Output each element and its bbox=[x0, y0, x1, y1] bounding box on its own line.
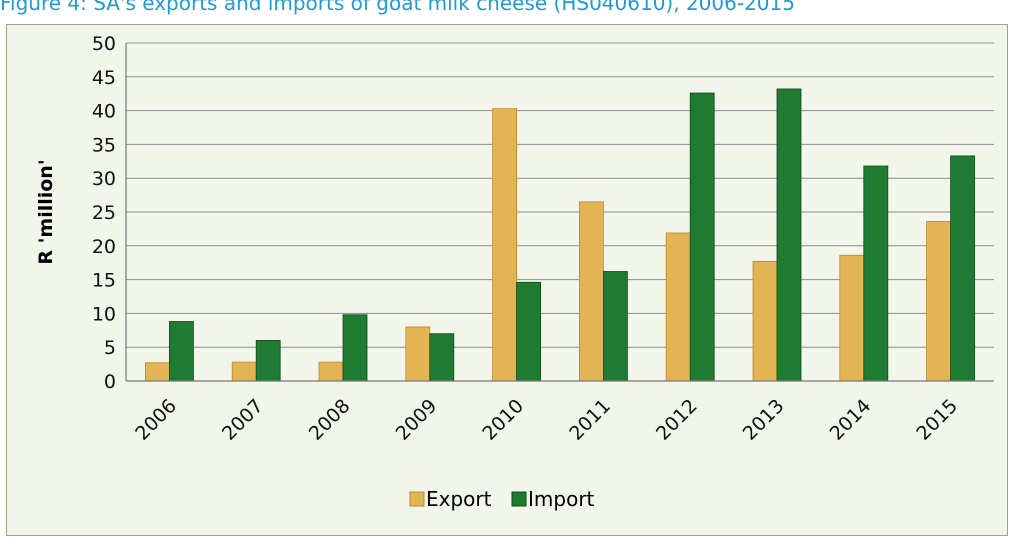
x-tick-label: 2015 bbox=[912, 395, 962, 445]
bar-export-2006 bbox=[144, 362, 170, 382]
bar-import-2011 bbox=[603, 271, 628, 382]
bar-import-2010 bbox=[516, 281, 541, 382]
y-tick-label: 50 bbox=[92, 33, 116, 55]
bar-export-2011 bbox=[579, 201, 604, 382]
y-tick-label: 25 bbox=[92, 202, 116, 224]
y-tick-label: 30 bbox=[92, 168, 116, 190]
legend-label-import: Import bbox=[528, 487, 595, 511]
x-tick-label: 2011 bbox=[565, 395, 615, 445]
x-tick-label: 2010 bbox=[478, 395, 528, 445]
y-tick-label: 0 bbox=[104, 371, 116, 393]
legend-swatch-export bbox=[409, 491, 425, 507]
bar-export-2015 bbox=[926, 221, 951, 382]
legend: Export Import bbox=[409, 487, 595, 511]
x-tick-label: 2013 bbox=[739, 395, 789, 445]
y-tick-label: 45 bbox=[92, 67, 116, 89]
bar-export-2012 bbox=[665, 232, 691, 382]
bars bbox=[144, 88, 975, 382]
bar-import-2014 bbox=[863, 165, 889, 382]
figure-caption: Figure 4: SA's exports and imports of go… bbox=[0, 0, 795, 15]
legend-swatch-import bbox=[511, 491, 527, 507]
bar-import-2015 bbox=[950, 155, 975, 382]
bar-import-2007 bbox=[255, 340, 281, 382]
bar-import-2008 bbox=[342, 314, 368, 382]
y-tick-label: 10 bbox=[92, 303, 116, 325]
bar-export-2008 bbox=[318, 361, 344, 382]
x-tick-label: 2014 bbox=[826, 395, 876, 445]
bar-import-2006 bbox=[168, 321, 194, 382]
y-tick-label: 40 bbox=[92, 101, 116, 123]
y-tick-label: 15 bbox=[92, 270, 116, 292]
legend-label-export: Export bbox=[426, 487, 492, 511]
bar-import-2012 bbox=[689, 92, 715, 382]
y-tick-labels: 0 5 10 15 20 25 30 35 40 45 50 bbox=[92, 33, 116, 393]
x-tick-label: 2007 bbox=[218, 395, 268, 445]
x-tick-labels: 2006 2007 2008 2009 2010 2011 2012 2013 2014 2015 bbox=[131, 395, 962, 445]
x-tick-label: 2008 bbox=[305, 395, 355, 445]
bar-export-2013 bbox=[752, 260, 778, 382]
x-tick-label: 2012 bbox=[652, 395, 702, 445]
bar-import-2013 bbox=[776, 88, 802, 382]
x-tick-label: 2006 bbox=[131, 395, 181, 445]
y-tick-label: 5 bbox=[104, 337, 116, 359]
bar-export-2009 bbox=[405, 326, 431, 382]
gridlines bbox=[126, 42, 994, 348]
bar-export-2014 bbox=[839, 254, 865, 382]
bar-export-2010 bbox=[492, 108, 518, 382]
y-tick-label: 35 bbox=[92, 134, 116, 156]
bar-import-2009 bbox=[429, 333, 455, 382]
y-tick-label: 20 bbox=[92, 236, 116, 258]
x-tick-label: 2009 bbox=[392, 395, 442, 445]
y-axis-label: R 'million' bbox=[35, 159, 57, 264]
bar-export-2007 bbox=[231, 361, 257, 382]
